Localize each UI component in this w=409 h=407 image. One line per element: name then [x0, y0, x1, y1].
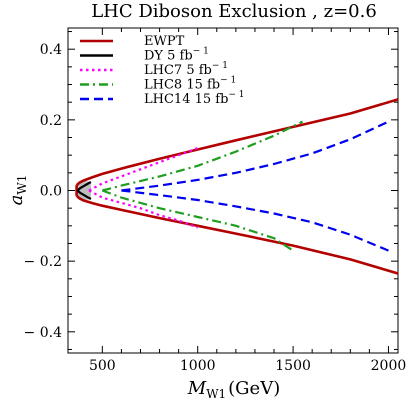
legend-label-unit: fb — [180, 49, 193, 64]
legend-label-main: DY 5 — [144, 49, 180, 64]
x-tick-label: 1000 — [180, 358, 216, 374]
series-layer — [75, 98, 399, 275]
x-axis-title: MW1 (GeV) — [187, 378, 280, 401]
series-line-4-1 — [121, 189, 389, 252]
legend-label: DY 5 fb− 1 — [144, 47, 209, 64]
x-tick-label: 500 — [89, 358, 116, 374]
y-axis-title-sub: W1 — [15, 175, 29, 195]
x-axis-title-main: M — [187, 378, 207, 399]
tick-layer: 500 1000 1500 2000 − 0.4 − 0.2 0.0 0.2 0.4 — [24, 28, 407, 374]
y-axis-title-main: a — [6, 195, 27, 206]
series-line-0-0 — [75, 98, 399, 187]
legend-label: LHC8 15 fb− 1 — [144, 76, 236, 93]
legend-label-unit: fb — [199, 63, 212, 78]
legend-label-main: LHC7 5 — [144, 63, 199, 78]
series-line-2-1 — [88, 189, 199, 229]
y-tick-label: 0.4 — [40, 42, 62, 58]
chart-title: LHC Diboson Exclusion , z=0.6 — [91, 1, 377, 22]
legend-label-unit: fb — [207, 78, 220, 93]
series-line-1-0 — [76, 181, 92, 200]
y-tick-label: 0.2 — [40, 113, 62, 129]
legend-label: EWPT — [144, 34, 185, 49]
series-line-3-0 — [102, 120, 304, 192]
x-axis-title-unit: (GeV) — [228, 378, 280, 399]
series-line-0-1 — [75, 194, 399, 275]
legend-label-main: LHC14 15 — [144, 92, 215, 107]
series-line-2-0 — [88, 147, 199, 192]
legend-label: LHC7 5 fb− 1 — [144, 61, 228, 78]
legend-label-sup: − 1 — [212, 61, 228, 71]
y-tick-label: 0.0 — [40, 184, 62, 200]
y-tick-label: − 0.4 — [24, 325, 63, 341]
y-axis-title: aW1 — [6, 175, 29, 206]
legend-label-unit: fb — [215, 92, 228, 107]
legend-label-sup: − 1 — [193, 47, 209, 57]
legend-label-sup: − 1 — [228, 90, 244, 100]
x-tick-label: 2000 — [371, 358, 407, 374]
y-tick-label: − 0.2 — [24, 254, 62, 270]
legend-label-sup: − 1 — [220, 76, 236, 86]
x-tick-label: 1500 — [275, 358, 311, 374]
legend-label: LHC14 15 fb− 1 — [144, 90, 245, 107]
excluded-region — [76, 180, 91, 201]
legend-label-main: LHC8 15 — [144, 78, 207, 93]
x-axis-title-sub: W1 — [206, 387, 226, 401]
series-line-4-0 — [121, 120, 389, 192]
series-line-3-1 — [101, 189, 294, 252]
excluded-region-layer — [76, 180, 91, 201]
